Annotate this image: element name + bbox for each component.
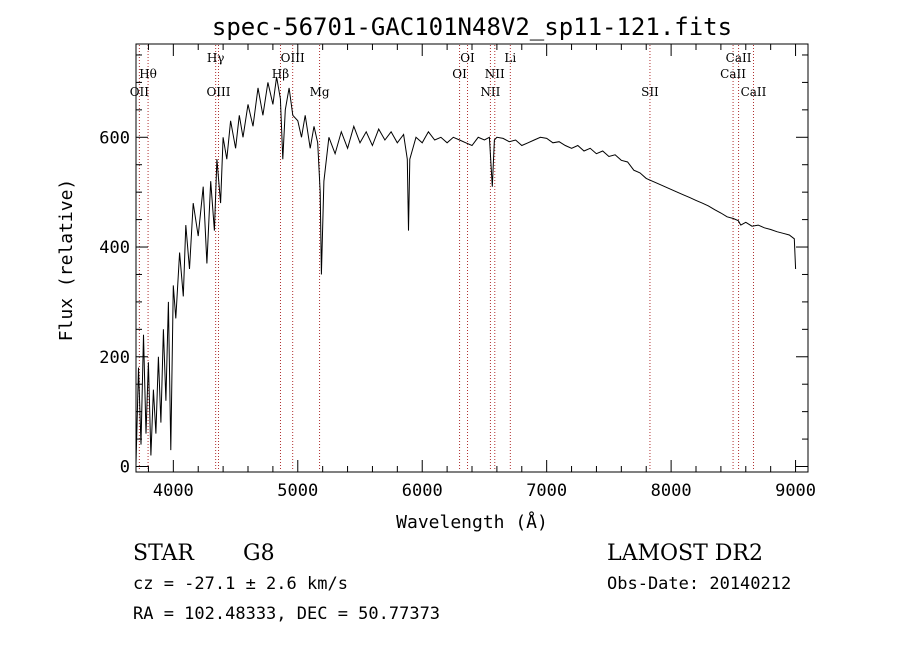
chart-title: spec-56701-GAC101N48V2_sp11-121.fits [212,13,732,41]
x-axis-ticks: 4000 5000 6000 7000 8000 9000 [147,44,816,501]
spectral-line-markers [138,45,754,471]
x-tick-label: 5000 [277,481,318,501]
sky-coordinates: RA = 102.48333, DEC = 50.77373 [133,604,440,624]
spectral-line-label: CaII [726,51,752,65]
spectral-line-label: CaII [741,85,767,99]
spectral-line-label: OI [452,67,467,81]
x-tick-label: 7000 [526,481,567,501]
spectral-line-label: NII [485,67,505,81]
spectral-line-label: OIII [206,85,230,99]
spectrum-line [135,76,797,464]
spectral-line-label: OI [460,51,475,65]
spectral-line-label: Hβ [272,67,289,81]
survey-name: LAMOST DR2 [607,541,763,566]
x-tick-label: 4000 [153,481,194,501]
object-subclass: G8 [243,541,275,566]
spectral-line-label: SII [641,85,659,99]
x-axis-label: Wavelength (Å) [396,511,548,533]
spectral-line-label: OII [130,85,150,99]
y-axis-ticks: 0 200 400 600 [99,54,808,478]
y-tick-label: 0 [120,458,130,478]
spectral-line-label: Li [504,51,516,65]
spectral-line-label: NII [480,85,500,99]
spectral-line-label: Mg [310,85,330,99]
object-class: STAR [133,541,195,566]
spectral-line-label: CaII [720,67,746,81]
spectral-line-label: OIII [281,51,305,65]
redshift-velocity: cz = -27.1 ± 2.6 km/s [133,574,348,594]
plot-frame [135,43,809,473]
y-tick-label: 400 [99,238,130,258]
x-tick-label: 6000 [402,481,443,501]
x-tick-label: 8000 [651,481,692,501]
observation-date: Obs-Date: 20140212 [607,574,791,594]
x-tick-label: 9000 [775,481,816,501]
y-tick-label: 600 [99,128,130,148]
y-axis-label: Flux (relative) [56,179,77,342]
spectral-line-label: Hγ [207,51,225,65]
spectral-line-labels: OII Hθ Hγ OIII OIII Hβ Mg OI OI NII NII Li SII CaII Ca… [130,51,767,99]
y-tick-label: 200 [99,348,130,368]
spectral-line-label: Hθ [139,67,157,81]
